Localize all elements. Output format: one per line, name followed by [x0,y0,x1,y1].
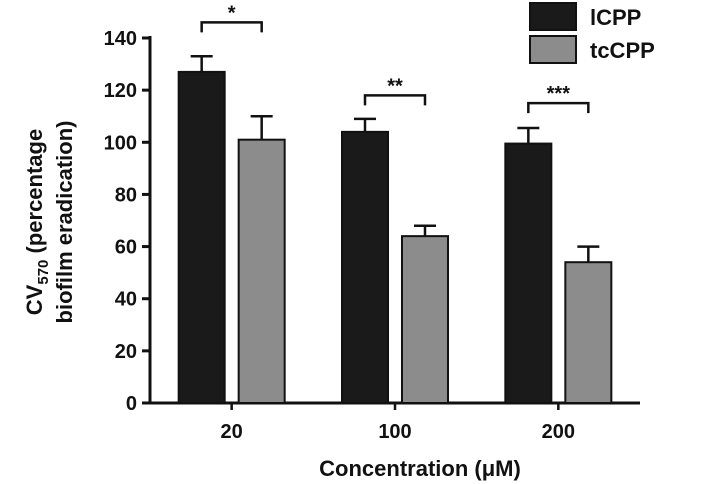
legend-label-tcCPP: tcCPP [590,38,655,63]
bar-lCPP-200 [504,142,553,404]
y-tick-label: 80 [115,184,137,206]
legend-label-lCPP: lCPP [590,5,641,30]
x-tick-label: 200 [542,421,575,443]
y-tick-label: 140 [104,28,137,50]
bar-lCPP-20 [177,70,226,405]
y-tick-label: 100 [104,132,137,154]
legend-swatch-tcCPP [529,35,577,64]
y-tick-label: 120 [104,80,137,102]
y-axis-label: CV570 (percentage biofilm eradication) [22,121,77,324]
legend: lCPP tcCPP [529,2,655,64]
y-tick-label: 40 [115,289,137,311]
y-tick-label: 20 [115,341,137,363]
y-tick-label: 60 [115,237,137,259]
y-axis-label-main: CV [22,284,47,315]
chart-axes: 0 20 40 60 80 100 120 140 20 100 200 [104,28,640,443]
significance-label: *** [547,83,571,105]
significance-bracket [200,21,263,33]
bar-tcCPP-200 [564,261,613,405]
y-tick-label: 0 [126,393,137,415]
significance-markers: *** *** [200,2,590,114]
bar-tcCPP-20 [237,138,286,405]
x-tick-label: 20 [221,421,243,443]
x-tick-label: 100 [378,421,411,443]
x-axis-label: Concentration (μM) [319,456,521,481]
svg-text:CV570 (percentage: CV570 (percentage [22,129,52,315]
y-axis-label-rest: (percentage [22,129,47,260]
significance-bracket [527,101,590,114]
significance-bracket [363,94,427,106]
significance-label: ** [387,75,403,97]
y-axis-label-line2: biofilm eradication) [52,121,77,324]
bar-lCPP-100 [341,130,389,404]
legend-swatch-lCPP [529,2,577,31]
significance-label: * [228,2,236,24]
chart-bars [177,55,613,405]
y-axis-label-subscript: 570 [35,260,52,285]
bar-tcCPP-100 [401,235,449,404]
